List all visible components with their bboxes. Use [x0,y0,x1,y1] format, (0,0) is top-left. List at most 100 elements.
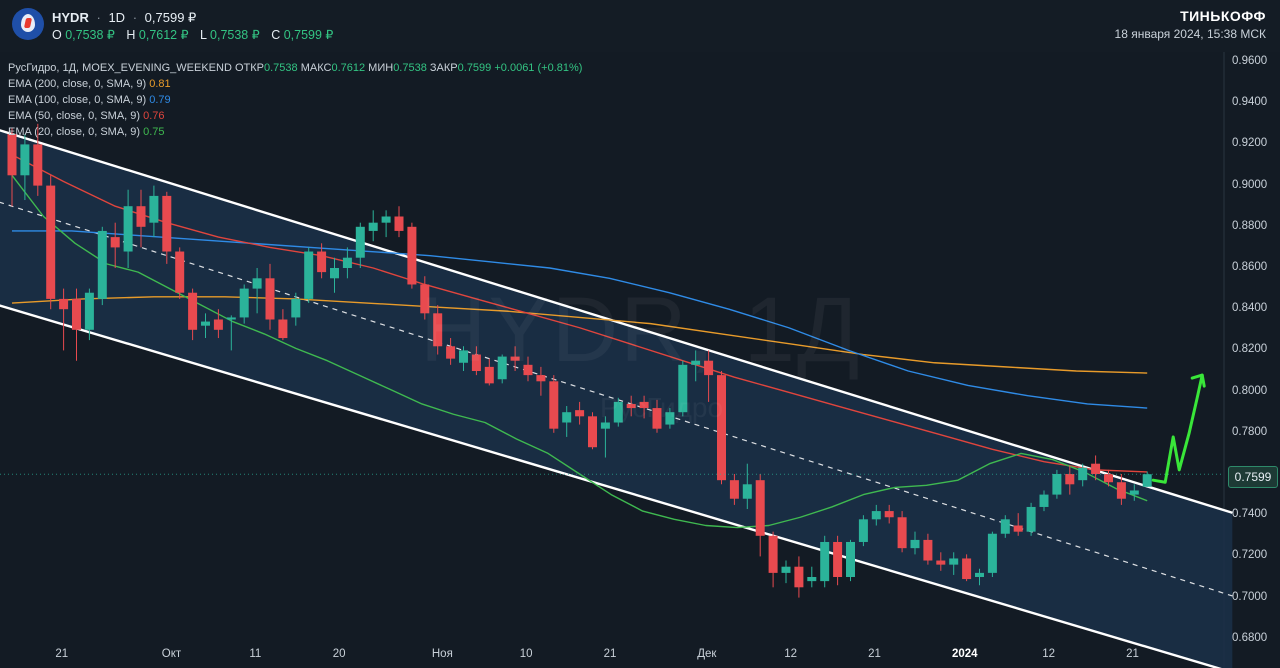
candle-body [1065,474,1075,485]
time-tick-label: 11 [249,648,262,660]
ema50-label: EMA (50, close, 0, SMA, 9) [8,110,141,122]
candle-body [20,144,30,176]
candle-body [72,298,81,330]
ema100-line [12,230,1148,409]
candle-body [768,535,778,573]
price-tick-label: 0.8400 [1232,302,1268,315]
candle-body [59,298,69,310]
forecast-arrow [1151,373,1204,484]
candle-body [175,251,185,293]
candle-body [626,403,636,409]
candle-body [665,412,675,425]
candle-body [846,541,855,577]
time-tick-label: 12 [784,648,798,660]
candle-body [46,185,56,299]
candle-body [639,401,649,409]
candle-body [910,539,920,549]
price-tick-label: 0.8000 [1232,384,1268,397]
ticker-line: HYDR · 1D · 0,7599 ₽ [52,10,197,25]
candle-body [781,566,791,573]
candle-body [33,144,43,186]
ema200-line [11,296,1148,374]
candle-body [833,541,843,577]
current-price-tag: 0.7599 [1228,466,1278,488]
candle-body [484,366,494,384]
candle-body [459,350,468,363]
price-tick-label: 0.7200 [1232,549,1268,562]
ohlc-close-label: C [271,28,281,42]
legend-ema50[interactable]: EMA (50, close, 0, SMA, 9) 0.76 [8,110,165,122]
candle-body [523,364,533,376]
time-tick-label: 21 [603,648,617,660]
candle-body [820,541,830,582]
candle-body [7,134,17,176]
candle-body [549,381,559,429]
channel-upper-line [0,129,1233,514]
candle-body [588,416,597,448]
candle-body [84,292,94,330]
price-tick-label: 0.9400 [1232,96,1268,109]
interval-label[interactable]: 1D [108,10,126,25]
candle-body [536,375,546,382]
candle-body [149,195,159,223]
candle-body [1078,467,1088,481]
ohlc-low-value: 0,7538 ₽ [210,28,260,42]
candle-body [652,408,662,429]
candle-body [858,519,868,542]
candle-body [1104,474,1113,483]
candle-body [742,484,752,499]
candle-body [807,577,817,582]
candle-body [97,230,107,299]
candle-body [1052,474,1062,495]
ticker-symbol[interactable]: HYDR [52,10,89,25]
candle-body [923,539,933,561]
candle-body [342,257,352,268]
candle-body [226,317,236,320]
price-tick-label: 0.7000 [1232,590,1268,603]
time-tick-label: 21 [868,648,881,660]
candle-body [987,533,997,573]
time-tick-label: 10 [519,648,533,660]
candle-body [497,356,507,380]
candle-body [717,375,726,481]
time-tick-label: 21 [55,648,69,660]
candlestick-chart[interactable] [0,52,1280,668]
candle-body [704,360,714,376]
candle-body [265,278,275,320]
legend-change: +0.0061 (+0.81%) [494,62,583,74]
header-bar: HYDR · 1D · 0,7599 ₽ O 0,7538 ₽ H 0,7612… [0,0,1280,52]
candle-body [394,216,404,231]
ohlc-close-value: 0,7599 ₽ [283,28,334,42]
candle-body [575,410,585,417]
forecast-arrow-head [1190,373,1206,388]
price-tick-label: 0.9600 [1232,55,1268,67]
legend-series-name: РусГидро, 1Д, MOEX_EVENING_WEEKEND [8,62,232,74]
candle-body [407,226,417,285]
candle-body [884,511,894,518]
candle-body [355,226,365,258]
legend-ema100[interactable]: EMA (100, close, 0, SMA, 9) 0.79 [8,94,171,106]
candle-body [446,346,456,359]
candle-body [871,511,881,520]
ohlc-high-label: H [126,28,136,42]
candle-body [794,566,804,588]
watermark-main: HYDR, 1Д [420,279,862,381]
candle-body [755,480,765,536]
legend-ema200[interactable]: EMA (200, close, 0, SMA, 9) 0.81 [8,78,171,90]
time-tick-label: 2024 [952,648,978,660]
candle-body [962,558,972,580]
candle-body [1142,474,1152,487]
candle-body [123,206,133,252]
legend-ema20[interactable]: EMA (20, close, 0, SMA, 9) 0.75 [8,126,165,138]
time-tick-label: Окт [161,648,182,660]
price-tick-label: 0.7800 [1232,425,1268,438]
candle-body [381,216,391,223]
legend-low-value: 0.7538 [393,62,427,74]
candle-body [433,313,443,347]
candle-body [678,364,688,413]
candle-body [317,251,327,273]
ema100-value: 0.79 [149,94,171,106]
time-tick-label: 21 [1126,648,1139,660]
price-tick-label: 0.8600 [1232,261,1268,273]
ema20-label: EMA (20, close, 0, SMA, 9) [8,126,141,138]
